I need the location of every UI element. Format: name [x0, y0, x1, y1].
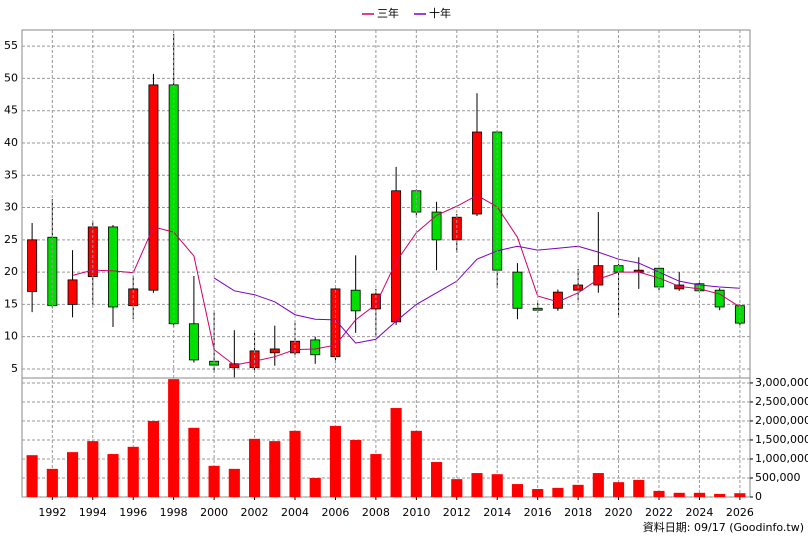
- x-tick-label: 2008: [362, 506, 390, 519]
- x-tick-label: 1994: [79, 506, 107, 519]
- y-tick-label: 5: [11, 362, 18, 375]
- x-tick-label: 2014: [483, 506, 511, 519]
- volume-bar: [734, 493, 746, 497]
- x-tick-label: 2020: [605, 506, 633, 519]
- candle-body: [229, 363, 240, 369]
- volume-bar: [350, 439, 362, 497]
- x-tick-label: 1996: [119, 506, 147, 519]
- volume-bar: [248, 438, 261, 497]
- volume-bar: [653, 490, 665, 497]
- y-tick-label: 25: [4, 233, 18, 246]
- y-tick-label: 50: [4, 71, 18, 84]
- y-tick-label: 500,000: [755, 471, 801, 484]
- y-tick-label: 1,500,000: [755, 433, 808, 446]
- x-tick-label: 2018: [564, 506, 592, 519]
- volume-bar: [592, 473, 604, 497]
- x-tick-label: 2026: [726, 506, 754, 519]
- volume-bar: [390, 408, 402, 497]
- volume-bar: [289, 430, 301, 497]
- volume-bar: [430, 462, 443, 497]
- y-tick-label: 40: [4, 136, 18, 149]
- candle-body: [431, 211, 442, 241]
- candle-body: [148, 84, 159, 291]
- volume-bar: [208, 465, 220, 497]
- x-tick-label: 2002: [241, 506, 269, 519]
- candle-body: [512, 271, 523, 309]
- footnote: 資料日期: 09/17 (Goodinfo.tw): [643, 520, 804, 534]
- volume-bar: [66, 452, 79, 497]
- volume-bar: [633, 479, 645, 497]
- y-tick-label: 2,000,000: [755, 414, 808, 427]
- candle-body: [168, 84, 179, 325]
- x-tick-label: 2024: [685, 506, 713, 519]
- plot-frame: [21, 29, 751, 498]
- candle-body: [108, 226, 118, 308]
- volume-bar: [552, 487, 564, 497]
- candle-body: [67, 279, 78, 305]
- y-tick-label: 3,000,000: [755, 376, 808, 389]
- volume-bar: [673, 492, 685, 497]
- volume-bar: [46, 468, 58, 497]
- y-tick-label: 15: [4, 297, 18, 310]
- y-tick-label: 1,000,000: [755, 452, 808, 465]
- volume-bar: [329, 425, 342, 497]
- volume-bar: [188, 427, 200, 497]
- candle-body: [472, 131, 482, 215]
- volume-bar: [714, 493, 726, 497]
- candle-body: [532, 307, 543, 311]
- moving-average-line: [213, 245, 740, 344]
- candle-body: [593, 265, 604, 286]
- volume-bar: [309, 477, 321, 497]
- volume-bar: [612, 482, 625, 497]
- candle-body: [269, 348, 280, 354]
- volume-bar: [26, 455, 38, 497]
- y-tick-label: 0: [755, 490, 762, 503]
- x-tick-label: 1998: [160, 506, 188, 519]
- x-tick-label: 2012: [443, 506, 471, 519]
- volume-bar: [147, 420, 160, 497]
- candle-body: [310, 339, 321, 356]
- legend-label: 三年: [377, 6, 399, 20]
- legend-label: 十年: [429, 6, 451, 20]
- x-tick-label: 2000: [200, 506, 228, 519]
- y-tick-label: 55: [4, 39, 18, 52]
- candle-body: [188, 323, 199, 361]
- y-tick-label: 10: [4, 330, 18, 343]
- volume-bar: [228, 468, 240, 497]
- x-tick-label: 2006: [321, 506, 349, 519]
- volume-bar: [168, 379, 180, 497]
- candle-body: [391, 190, 402, 323]
- y-tick-label: 20: [4, 265, 18, 278]
- candle-body: [714, 289, 725, 308]
- x-tick-label: 2016: [524, 506, 552, 519]
- volume-bar: [107, 454, 119, 497]
- y-tick-label: 30: [4, 201, 18, 214]
- x-tick-label: 1992: [38, 506, 66, 519]
- volume-bar: [491, 474, 503, 497]
- volume-bar: [572, 484, 584, 497]
- candle-body: [27, 239, 38, 292]
- x-tick-label: 2022: [645, 506, 673, 519]
- volume-bar: [269, 441, 281, 497]
- y-tick-label: 35: [4, 168, 18, 181]
- volume-bar: [451, 479, 463, 497]
- volume-bar: [87, 441, 99, 497]
- candle-body: [350, 289, 361, 312]
- x-tick-label: 2010: [402, 506, 430, 519]
- moving-average-line: [72, 194, 741, 366]
- volume-bar: [410, 430, 422, 497]
- y-tick-label: 45: [4, 104, 18, 117]
- x-tick-label: 2004: [281, 506, 309, 519]
- volume-bar: [370, 454, 382, 497]
- y-tick-label: 2,500,000: [755, 395, 808, 408]
- volume-bar: [532, 489, 544, 497]
- volume-bar: [127, 446, 139, 497]
- volume-bar: [471, 473, 483, 497]
- volume-bar: [511, 484, 524, 497]
- volume-bar: [693, 492, 706, 497]
